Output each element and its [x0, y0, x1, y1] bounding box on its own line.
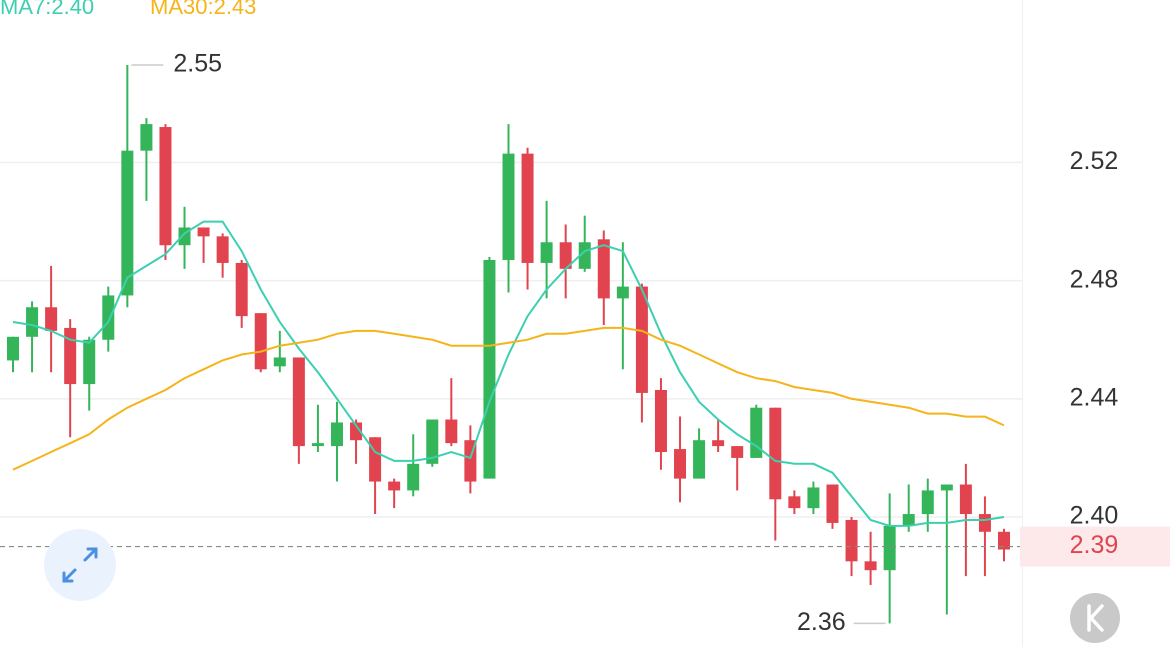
candle-body: [445, 419, 458, 444]
candle-body: [197, 227, 210, 237]
k-icon: [1087, 604, 1104, 632]
candle-body: [788, 496, 801, 509]
current-price-bg: [1020, 526, 1170, 567]
candle-body: [921, 490, 934, 515]
legend-entry: MA7:2.40: [0, 0, 94, 19]
candle-body: [254, 313, 267, 370]
candle-body: [826, 484, 839, 523]
candle-body: [712, 440, 725, 447]
k-button-bg[interactable]: [1070, 593, 1120, 643]
candle-body: [616, 286, 629, 299]
candle-body: [273, 357, 286, 367]
candle-body: [769, 407, 782, 500]
axis-divider: [1022, 0, 1023, 647]
candle-body: [350, 422, 363, 441]
candle-body: [7, 336, 19, 361]
candle-body: [902, 514, 915, 526]
candle-body: [502, 153, 515, 260]
expand-icon: [62, 547, 98, 583]
candle-body: [83, 339, 96, 385]
candle-body: [998, 531, 1010, 550]
candle-body: [216, 236, 229, 263]
candle-body: [388, 481, 401, 491]
candle-body: [26, 307, 39, 337]
candle-body: [807, 487, 820, 509]
ma-line: [12, 326, 1005, 471]
candle-body: [540, 242, 553, 263]
expand-button-bg[interactable]: [44, 529, 116, 601]
candle-body: [45, 307, 58, 331]
candle-body: [845, 519, 858, 562]
candle-body: [235, 262, 248, 317]
candle-body: [369, 437, 382, 482]
candle-body: [330, 422, 343, 447]
candle-body: [654, 389, 667, 453]
candle-body: [407, 463, 420, 491]
candle-body: [140, 124, 153, 151]
candle-body: [521, 153, 534, 263]
candle-body: [978, 514, 991, 532]
current-price-label: 2.39: [1070, 531, 1119, 559]
candle-body: [597, 239, 610, 299]
ma-line: [12, 220, 1005, 527]
k-button[interactable]: [1070, 593, 1120, 643]
y-tick-label: 2.44: [1070, 383, 1119, 411]
candle-body: [731, 446, 744, 458]
high-label: 2.55: [173, 50, 222, 78]
candle-body: [483, 259, 496, 479]
low-label: 2.36: [797, 608, 846, 636]
candle-body: [311, 443, 324, 447]
candle-body: [121, 150, 134, 296]
legend-entry: MA30:2.43: [150, 0, 256, 19]
candle-body: [292, 357, 305, 447]
candle-body: [864, 561, 877, 571]
candle-body: [559, 242, 572, 269]
candle-body: [635, 286, 648, 393]
candle-body: [674, 449, 687, 479]
candle-body: [959, 484, 972, 515]
candle-body: [64, 327, 77, 385]
expand-button[interactable]: [44, 529, 116, 601]
candle-body: [159, 127, 172, 246]
candle-body: [102, 295, 115, 340]
candle-body: [426, 419, 439, 464]
candle-body: [578, 242, 591, 269]
candle-body: [693, 440, 706, 479]
candle-body: [940, 484, 953, 491]
y-tick-label: 2.48: [1070, 265, 1119, 293]
y-tick-label: 2.40: [1070, 502, 1119, 530]
candle-body: [883, 525, 896, 571]
y-tick-label: 2.52: [1070, 147, 1119, 175]
